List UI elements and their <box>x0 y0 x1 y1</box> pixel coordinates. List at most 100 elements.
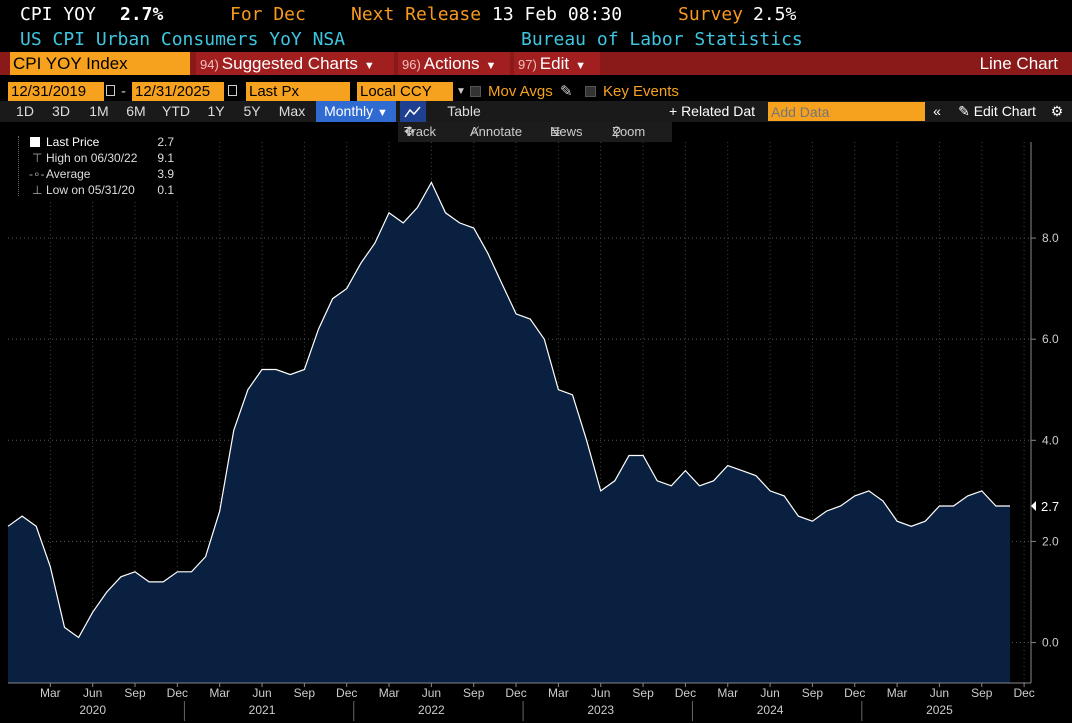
legend-high-value: 9.1 <box>157 151 174 165</box>
chart-type-label[interactable]: Line Chart <box>979 54 1058 73</box>
x-tick-label: Jun <box>760 686 779 700</box>
news-label: News <box>550 124 583 139</box>
news-icon: ≣ <box>550 124 561 139</box>
ticker-label: CPI YOY <box>20 4 96 25</box>
low-marker-icon: ⊥ <box>32 183 43 197</box>
edit-chart-button[interactable]: ✎ Edit Chart <box>950 101 1044 122</box>
x-year-label: 2020 <box>79 703 106 717</box>
legend-average-label: Average <box>46 167 91 181</box>
x-tick-label: Mar <box>40 686 61 700</box>
period-bar: 1D 3D 1M 6M YTD 1Y 5Y Max Monthly ▼ Tabl… <box>0 101 1072 122</box>
chevron-down-icon: ▼ <box>363 60 375 72</box>
x-tick-label: Jun <box>591 686 610 700</box>
x-tick-label: Dec <box>1013 686 1034 700</box>
period-max[interactable]: Max <box>278 103 306 119</box>
series-line <box>7 181 1010 639</box>
key-events-checkbox[interactable] <box>585 86 596 97</box>
security-input[interactable]: CPI YOY Index <box>10 52 190 75</box>
chart-controls: 12/31/2019 - 12/31/2025 Last Px Local CC… <box>0 82 1072 101</box>
edit-label: Edit <box>539 54 570 73</box>
x-tick-label: Sep <box>971 686 993 700</box>
pencil-icon[interactable]: ✎ <box>560 83 573 100</box>
legend-divider <box>18 136 21 196</box>
collapse-icon[interactable]: « <box>933 103 941 119</box>
frequency-label: Monthly <box>324 103 374 119</box>
x-year-label: 2021 <box>249 703 276 717</box>
edit-num: 97) <box>518 57 537 72</box>
period-1m[interactable]: 1M <box>89 103 109 119</box>
x-tick-label: Dec <box>505 686 526 700</box>
period-1d[interactable]: 1D <box>16 103 34 119</box>
line-style-button[interactable] <box>400 101 426 122</box>
legend-low: ⊥ Low on 05/31/20 0.1 <box>14 182 180 198</box>
security-subheader: US CPI Urban Consumers YoY NSA Bureau of… <box>0 29 1072 51</box>
x-tick-label: Mar <box>717 686 738 700</box>
survey-value: 2.5% <box>753 4 797 25</box>
annotate-icon: ⟋ <box>470 124 480 139</box>
legend-last-price-value: 2.7 <box>157 135 174 149</box>
x-year-label: 2024 <box>757 703 784 717</box>
period-ytd[interactable]: YTD <box>162 103 190 119</box>
data-source: Bureau of Labor Statistics <box>521 29 803 50</box>
x-year-label: 2022 <box>418 703 445 717</box>
end-date-input[interactable]: 12/31/2025 <box>132 82 224 101</box>
legend-low-label: Low on 05/31/20 <box>46 183 135 197</box>
x-tick-label: Dec <box>844 686 865 700</box>
x-tick-label: Jun <box>422 686 441 700</box>
add-data-input[interactable] <box>768 102 925 121</box>
y-tick-label: 2.0 <box>1042 534 1059 548</box>
last-value-pointer-icon <box>1031 501 1036 512</box>
calendar-icon[interactable] <box>228 85 237 96</box>
mov-avgs-checkbox[interactable] <box>470 86 481 97</box>
x-tick-label: Dec <box>336 686 357 700</box>
y-tick-label: 4.0 <box>1042 433 1059 447</box>
x-tick-label: Jun <box>252 686 271 700</box>
x-tick-label: Mar <box>887 686 908 700</box>
date-separator: - <box>121 83 126 100</box>
gear-icon[interactable]: ⚙ <box>1050 103 1064 119</box>
period-label: For Dec <box>230 4 306 25</box>
table-button[interactable]: Table <box>447 103 481 119</box>
last-value-marker: 2.7 <box>1031 497 1066 516</box>
suggested-charts-button[interactable]: 94) Suggested Charts ▼ <box>196 52 394 75</box>
period-3d[interactable]: 3D <box>52 103 70 119</box>
legend-high-label: High on 06/30/22 <box>46 151 138 165</box>
frequency-select[interactable]: Monthly ▼ <box>316 101 396 122</box>
security-description: US CPI Urban Consumers YoY NSA <box>20 29 346 50</box>
y-tick-label: 6.0 <box>1042 332 1059 346</box>
last-value: 2.7% <box>120 4 164 25</box>
last-value-label: 2.7 <box>1041 499 1059 514</box>
y-axis: 0.0 2.0 4.0 6.0 8.0 <box>1031 231 1059 650</box>
magnifier-icon: ⚲ <box>612 124 622 139</box>
calendar-icon[interactable] <box>106 85 115 96</box>
chart-tools: ✥ Track ⟋ Annotate ≣ News ⚲ Zoom <box>398 122 672 142</box>
y-tick-label: 0.0 <box>1042 636 1059 650</box>
period-6m[interactable]: 6M <box>126 103 146 119</box>
start-date-input[interactable]: 12/31/2019 <box>8 82 104 101</box>
x-tick-label: Jun <box>930 686 949 700</box>
x-tick-label: Sep <box>802 686 824 700</box>
field-select[interactable]: Last Px <box>246 82 350 101</box>
currency-select[interactable]: Local CCY <box>357 82 453 101</box>
series-area <box>8 182 1010 683</box>
cpi-line-chart[interactable]: 0.0 2.0 4.0 6.0 8.0 Mar Jun Sep Dec Mar Jun Sep Dec… <box>0 142 1072 723</box>
x-tick-label: Sep <box>294 686 316 700</box>
legend-last-price[interactable]: Last Price 2.7 <box>14 134 180 150</box>
x-year-label: 2025 <box>926 703 953 717</box>
x-tick-label: Mar <box>209 686 230 700</box>
security-header: CPI YOY 2.7% For Dec Next Release 13 Feb… <box>0 4 1072 28</box>
suggested-charts-label: Suggested Charts <box>221 54 358 73</box>
related-data-button[interactable]: + Related Dat <box>660 101 764 122</box>
chevron-down-icon[interactable]: ▼ <box>456 86 466 97</box>
actions-button[interactable]: 96) Actions ▼ <box>398 52 510 75</box>
x-tick-label: Mar <box>379 686 400 700</box>
period-1y[interactable]: 1Y <box>207 103 225 119</box>
x-axis: Mar Jun Sep Dec Mar Jun Sep Dec Mar Jun Sep Dec Mar J… <box>40 683 1035 721</box>
edit-button[interactable]: 97) Edit ▼ <box>514 52 600 75</box>
period-5y[interactable]: 5Y <box>243 103 261 119</box>
legend-high: ⊤ High on 06/30/22 9.1 <box>14 150 180 166</box>
x-tick-label: Sep <box>124 686 146 700</box>
line-chart-icon <box>404 106 421 118</box>
pencil-icon: ✎ <box>958 103 974 119</box>
plus-icon: + <box>668 103 682 119</box>
